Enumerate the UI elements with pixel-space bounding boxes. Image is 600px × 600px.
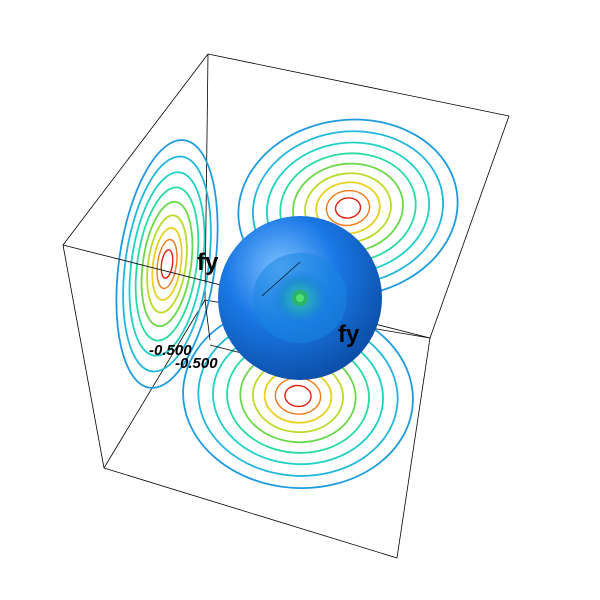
contour-line [115, 139, 219, 389]
box-edge [396, 337, 431, 559]
box-edge [429, 115, 510, 339]
isosurface-sphere[interactable] [218, 216, 382, 380]
contour-line [274, 377, 322, 415]
axis-line [204, 299, 211, 341]
contour-line [134, 186, 200, 342]
tick-label-first: -0.500 [149, 342, 192, 359]
box-edge [207, 53, 510, 117]
axis-label-horizontal: fy [338, 321, 360, 348]
contour-line [156, 238, 178, 290]
box-edge [62, 53, 209, 246]
contour-line [334, 197, 362, 219]
contour-line [151, 227, 183, 301]
contour-line [325, 189, 371, 227]
contour-line [160, 249, 174, 279]
axis-line-inside [261, 261, 301, 297]
contour-line [140, 200, 194, 328]
contour-line [146, 214, 188, 314]
tick-label-second: -0.500 [175, 355, 218, 372]
contour-line [292, 391, 304, 401]
contour-line [284, 384, 312, 408]
box-edge [62, 244, 105, 469]
contour-line [164, 257, 170, 271]
axis-label-vertical: fy [197, 249, 219, 276]
contour-line [342, 203, 354, 213]
box-edge [204, 53, 209, 301]
contour-line [128, 171, 206, 357]
contour-set-left-wall [115, 139, 219, 389]
contour-line [315, 181, 381, 235]
box-edge [103, 299, 206, 469]
contour-line [122, 155, 212, 373]
sphere-center-dot [296, 294, 304, 302]
box-edge [103, 467, 398, 559]
